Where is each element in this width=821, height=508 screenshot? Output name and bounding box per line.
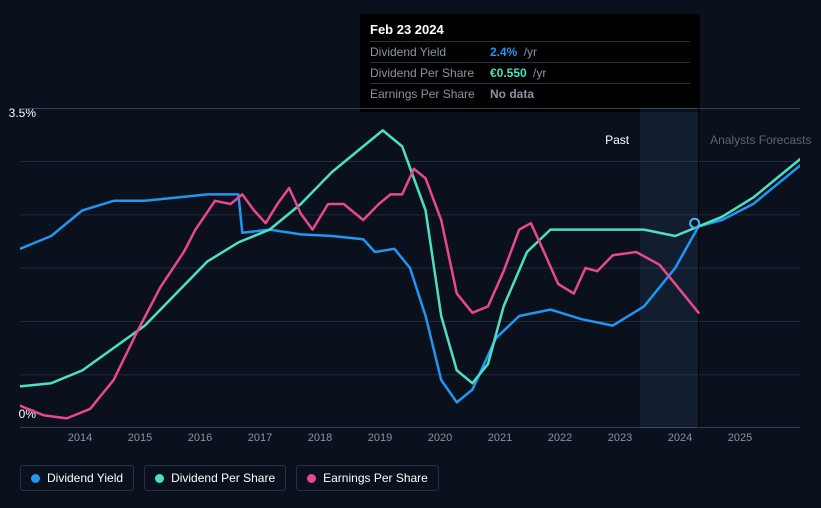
tooltip-row: Dividend Per Share€0.550 /yr [370, 62, 690, 83]
legend-dot-icon [31, 474, 40, 483]
x-axis-labels: 2014 2015 2016 2017 2018 2019 2020 2021 2022 2023… [20, 432, 800, 452]
line-chart[interactable] [20, 108, 800, 428]
x-tick-label: 2021 [488, 432, 512, 444]
x-tick-label: 2017 [248, 432, 272, 444]
tooltip-row: Earnings Per ShareNo data [370, 83, 690, 104]
x-tick-label: 2019 [368, 432, 392, 444]
x-tick-label: 2014 [68, 432, 92, 444]
chart-legend: Dividend Yield Dividend Per Share Earnings… [20, 465, 439, 491]
tooltip-metric-value: €0.550 /yr [490, 66, 546, 80]
legend-label: Earnings Per Share [323, 471, 428, 485]
x-tick-label: 2018 [308, 432, 332, 444]
x-tick-label: 2022 [548, 432, 572, 444]
legend-label: Dividend Yield [47, 471, 123, 485]
x-tick-label: 2016 [188, 432, 212, 444]
x-tick-label: 2015 [128, 432, 152, 444]
legend-label: Dividend Per Share [171, 471, 275, 485]
tooltip-metric-label: Earnings Per Share [370, 87, 490, 101]
legend-toggle-dividend-per-share[interactable]: Dividend Per Share [144, 465, 286, 491]
tooltip-metric-label: Dividend Per Share [370, 66, 490, 80]
tooltip-date: Feb 23 2024 [370, 22, 690, 37]
legend-dot-icon [155, 474, 164, 483]
x-tick-label: 2020 [428, 432, 452, 444]
tooltip-metric-value: No data [490, 87, 534, 101]
tooltip-metric-value: 2.4% /yr [490, 45, 537, 59]
chart-tooltip: Feb 23 2024 Dividend Yield2.4% /yrDivide… [360, 14, 700, 112]
x-tick-label: 2024 [668, 432, 692, 444]
x-tick-label: 2025 [728, 432, 752, 444]
legend-toggle-earnings-per-share[interactable]: Earnings Per Share [296, 465, 439, 491]
tooltip-row: Dividend Yield2.4% /yr [370, 41, 690, 62]
tooltip-metric-label: Dividend Yield [370, 45, 490, 59]
legend-toggle-dividend-yield[interactable]: Dividend Yield [20, 465, 134, 491]
legend-dot-icon [307, 474, 316, 483]
x-tick-label: 2023 [608, 432, 632, 444]
